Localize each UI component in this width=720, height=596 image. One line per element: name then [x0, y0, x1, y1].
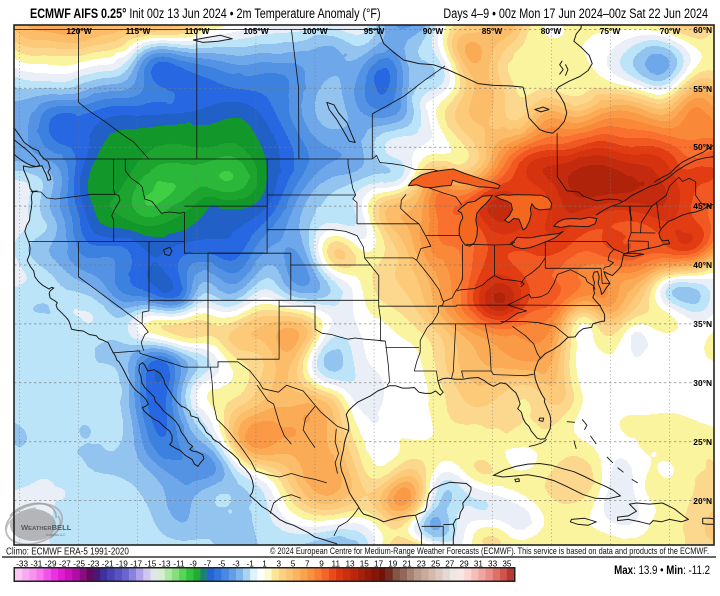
svg-text:-27: -27 — [59, 560, 71, 569]
svg-text:20°N: 20°N — [693, 496, 712, 506]
svg-text:-17: -17 — [130, 560, 142, 569]
svg-text:-31: -31 — [30, 560, 42, 569]
svg-text:9: 9 — [319, 560, 324, 569]
svg-text:-7: -7 — [204, 560, 212, 569]
svg-text:-11: -11 — [173, 560, 185, 569]
svg-text:ECMWF AIFS 0.25° Init 00z 13 J: ECMWF AIFS 0.25° Init 00z 13 Jun 2024 • … — [30, 6, 381, 22]
svg-text:35: 35 — [502, 560, 512, 569]
svg-text:25°N: 25°N — [693, 437, 712, 447]
svg-text:100°W: 100°W — [302, 26, 327, 36]
svg-text:30°N: 30°N — [693, 378, 712, 388]
svg-text:55°N: 55°N — [693, 84, 712, 94]
svg-text:23: 23 — [417, 560, 427, 569]
svg-text:60°N: 60°N — [693, 25, 712, 35]
svg-text:Analytics LLC: Analytics LLC — [46, 533, 66, 537]
svg-text:29: 29 — [460, 560, 470, 569]
svg-text:WEATHERBELL: WEATHERBELL — [21, 523, 72, 532]
svg-text:90°W: 90°W — [423, 26, 444, 36]
svg-text:13: 13 — [345, 560, 355, 569]
svg-text:70°W: 70°W — [660, 26, 681, 36]
svg-text:50°N: 50°N — [693, 142, 712, 152]
svg-text:© 2024 European Centre for Med: © 2024 European Centre for Medium-Range … — [270, 545, 709, 556]
svg-text:19: 19 — [388, 560, 398, 569]
svg-text:21: 21 — [403, 560, 413, 569]
svg-text:25: 25 — [431, 560, 441, 569]
svg-text:-1: -1 — [247, 560, 255, 569]
svg-text:40°N: 40°N — [693, 260, 712, 270]
svg-text:7: 7 — [305, 560, 310, 569]
svg-text:Max: 13.9 • Min: -11.2: Max: 13.9 • Min: -11.2 — [614, 564, 710, 577]
svg-text:-19: -19 — [116, 560, 128, 569]
svg-text:17: 17 — [374, 560, 384, 569]
svg-text:1: 1 — [262, 560, 267, 569]
svg-text:110°W: 110°W — [185, 26, 210, 36]
svg-text:-21: -21 — [102, 560, 114, 569]
svg-text:-9: -9 — [190, 560, 198, 569]
svg-text:11: 11 — [332, 560, 341, 569]
svg-text:45°N: 45°N — [693, 201, 712, 211]
svg-text:75°W: 75°W — [600, 26, 621, 36]
svg-text:Days 4–9 • 00z Mon 17 Jun 2024: Days 4–9 • 00z Mon 17 Jun 2024–00z Sat 2… — [443, 6, 708, 22]
svg-text:27: 27 — [445, 560, 455, 569]
svg-text:-3: -3 — [232, 560, 240, 569]
svg-text:15: 15 — [360, 560, 370, 569]
svg-text:80°W: 80°W — [541, 26, 562, 36]
svg-text:31: 31 — [474, 560, 484, 569]
svg-text:85°W: 85°W — [482, 26, 503, 36]
svg-text:-13: -13 — [159, 560, 171, 569]
svg-text:105°W: 105°W — [243, 26, 268, 36]
svg-text:120°W: 120°W — [66, 26, 91, 36]
svg-text:-29: -29 — [45, 560, 57, 569]
svg-text:-23: -23 — [87, 560, 99, 569]
svg-text:95°W: 95°W — [364, 26, 385, 36]
svg-text:115°W: 115°W — [126, 26, 151, 36]
svg-text:33: 33 — [488, 560, 498, 569]
svg-text:3: 3 — [277, 560, 282, 569]
svg-text:35°N: 35°N — [693, 319, 712, 329]
svg-text:-5: -5 — [218, 560, 226, 569]
svg-text:-15: -15 — [144, 560, 156, 569]
svg-text:Climo: ECMWF ERA-5 1991-2020: Climo: ECMWF ERA-5 1991-2020 — [6, 546, 129, 557]
svg-text:-33: -33 — [16, 560, 28, 569]
svg-text:-25: -25 — [73, 560, 85, 569]
svg-text:5: 5 — [291, 560, 296, 569]
